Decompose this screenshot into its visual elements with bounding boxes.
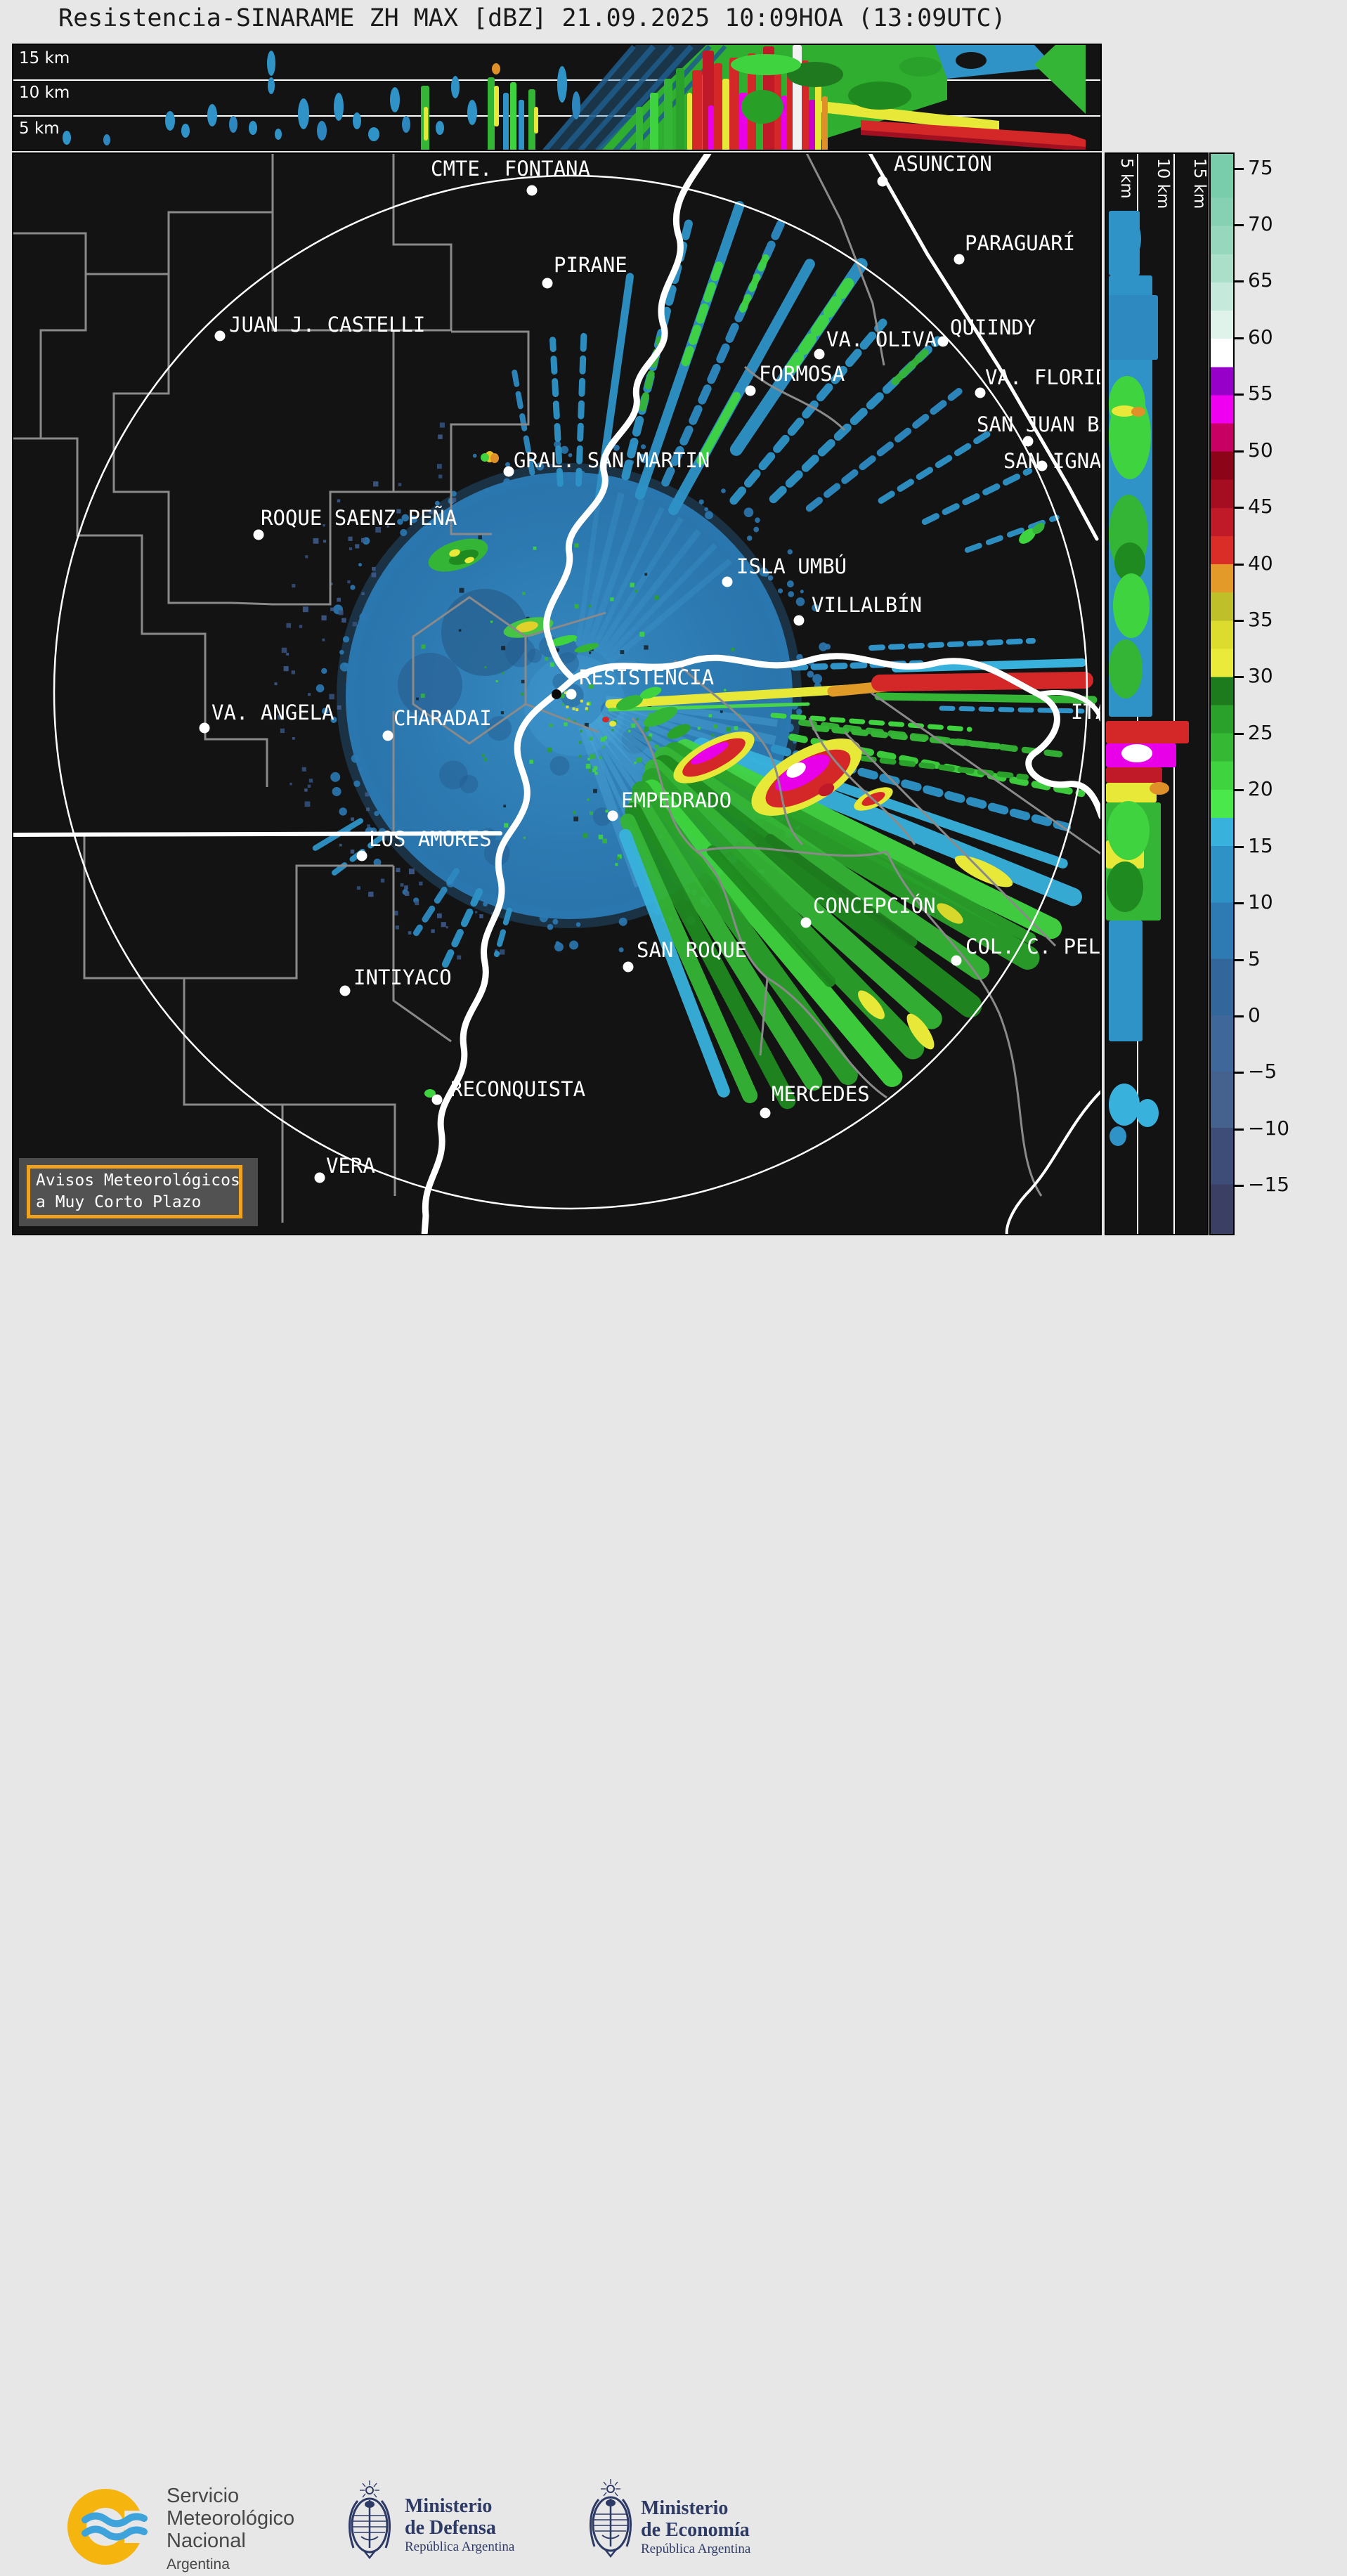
colorbar-tick-label: −5: [1248, 1060, 1277, 1084]
colorbar-tick-label: −10: [1248, 1116, 1290, 1140]
economia-line-1: Ministerio: [641, 2497, 729, 2519]
radar-product-page: { "title": "Resistencia-SINARAME ZH MAX …: [0, 4, 1347, 2572]
colorbar-tick: [1235, 337, 1244, 339]
altitude-label-15km: 15 km: [19, 49, 70, 67]
colorbar-tick: [1235, 280, 1244, 283]
top-cross-section-panel: 15 km 10 km 5 km: [12, 44, 1102, 151]
colorbar-tick-label: 40: [1248, 551, 1273, 575]
altitude-line-5km-vertical: [1137, 154, 1138, 1234]
page-title: Resistencia-SINARAME ZH MAX [dBZ] 21.09.…: [58, 4, 1006, 32]
smn-wordmark: Servicio Meteorológico Nacional Argentin…: [167, 2485, 294, 2576]
altitude-label-15km-vertical: 15 km: [1190, 158, 1209, 209]
economia-coat-of-arms-icon: [590, 2479, 632, 2558]
defensa-subtitle: República Argentina: [405, 2539, 515, 2554]
warning-banner-frame[interactable]: Avisos Meteorológicos a Muy Corto Plazo: [27, 1165, 242, 1218]
colorbar-tick: [1235, 450, 1244, 453]
footer: Servicio Meteorológico Nacional Argentin…: [0, 1235, 1347, 2572]
colorbar-tick-label: 35: [1248, 607, 1273, 631]
colorbar-tick-label: 65: [1248, 268, 1273, 292]
smn-line-3: Nacional: [167, 2530, 246, 2552]
colorbar-tick: [1235, 789, 1244, 792]
altitude-label-5km-vertical: 5 km: [1117, 158, 1135, 199]
altitude-line-5km: [13, 115, 1100, 117]
colorbar-tick-label: 15: [1248, 833, 1273, 857]
colorbar-tick: [1235, 1015, 1244, 1017]
radar-map-panel: [12, 152, 1102, 1235]
altitude-label-10km-vertical: 10 km: [1154, 158, 1172, 209]
colorbar-tick-label: 5: [1248, 947, 1261, 970]
colorbar-tick: [1235, 958, 1244, 961]
smn-logo-icon: [67, 2489, 158, 2565]
colorbar-tick: [1235, 1128, 1244, 1131]
economia-line-2: de Economía: [641, 2519, 750, 2541]
colorbar-tick-label: 70: [1248, 212, 1273, 235]
economia-subtitle: República Argentina: [641, 2542, 751, 2556]
colorbar-tick: [1235, 845, 1244, 848]
warning-banner[interactable]: Avisos Meteorológicos a Muy Corto Plazo: [19, 1158, 258, 1226]
economia-wordmark: Ministerio de Economía República Argenti…: [641, 2497, 750, 2558]
colorbar-tick-label: 55: [1248, 382, 1273, 405]
altitude-line-10km-vertical: [1173, 154, 1175, 1234]
colorbar-tick: [1235, 619, 1244, 622]
warning-line-1: Avisos Meteorológicos: [36, 1171, 240, 1190]
colorbar-tick: [1235, 1185, 1244, 1188]
altitude-line-10km: [13, 79, 1100, 81]
colorbar-tick-label: 20: [1248, 777, 1273, 801]
warning-line-2: a Muy Corto Plazo: [36, 1193, 202, 1211]
colorbar-tick: [1235, 563, 1244, 566]
colorbar-tick: [1235, 902, 1244, 905]
colorbar-tick-label: 45: [1248, 494, 1273, 518]
colorbar-tick: [1235, 1072, 1244, 1074]
colorbar-tick: [1235, 507, 1244, 509]
colorbar-tick-label: −15: [1248, 1173, 1290, 1197]
defensa-line-1: Ministerio: [405, 2495, 493, 2517]
colorbar-tick-label: 10: [1248, 890, 1273, 913]
colorbar-tick-label: 50: [1248, 438, 1273, 462]
right-cross-section-panel: 5 km 10 km 15 km: [1105, 152, 1209, 1235]
defensa-coat-of-arms-icon: [349, 2480, 391, 2560]
colorbar-tick: [1235, 223, 1244, 226]
colorbar-tick: [1235, 167, 1244, 170]
colorbar-tick-label: 30: [1248, 664, 1273, 688]
defensa-wordmark: Ministerio de Defensa República Argentin…: [405, 2495, 514, 2556]
smn-country: Argentina: [167, 2556, 230, 2572]
smn-line-1: Servicio: [167, 2485, 240, 2507]
smn-line-2: Meteorológico: [167, 2507, 295, 2530]
colorbar-tick: [1235, 732, 1244, 735]
colorbar-tick: [1235, 393, 1244, 396]
colorbar-tick: [1235, 676, 1244, 679]
defensa-line-2: de Defensa: [405, 2517, 496, 2539]
colorbar-tick-label: 25: [1248, 720, 1273, 744]
altitude-label-5km: 5 km: [19, 119, 60, 138]
colorbar-tick-label: 75: [1248, 155, 1273, 179]
altitude-label-10km: 10 km: [19, 84, 70, 102]
dbz-colorbar: [1209, 152, 1235, 1235]
colorbar-tick-label: 60: [1248, 325, 1273, 349]
colorbar-tick-label: 0: [1248, 1003, 1261, 1027]
